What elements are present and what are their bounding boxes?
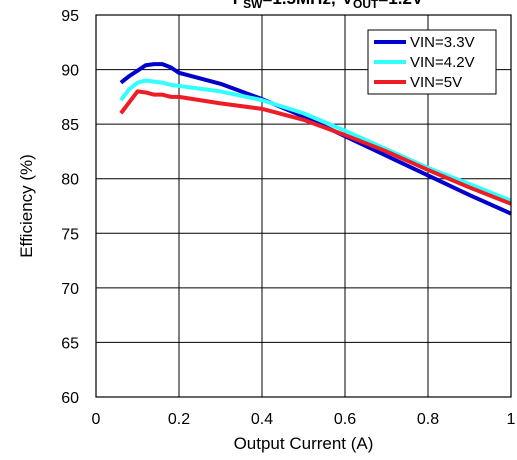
y-tick-labels: 60 65 70 75 80 85 90 95 [61, 8, 79, 407]
y-tick-label: 70 [61, 281, 79, 298]
y-tick-label: 90 [61, 63, 79, 80]
y-tick-label: 85 [61, 117, 79, 134]
x-tick-label: 0.4 [251, 411, 273, 428]
series-line [119, 62, 512, 216]
x-tick-label: 1 [507, 411, 516, 428]
legend-label: VIN=4.2V [410, 54, 475, 71]
x-tick-labels: 0 0.2 0.4 0.6 0.8 1 [92, 411, 516, 428]
legend: VIN=3.3V VIN=4.2V VIN=5V [367, 29, 497, 95]
series-lines [119, 62, 512, 216]
x-tick-label: 0.2 [168, 411, 190, 428]
title-v-value: =1.2V [378, 0, 424, 8]
x-tick-label: 0.8 [417, 411, 439, 428]
legend-entries: VIN=3.3V VIN=4.2V VIN=5V [374, 34, 475, 91]
y-tick-label: 80 [61, 172, 79, 189]
x-axis-label: Output Current (A) [234, 434, 374, 453]
title-v: V [342, 0, 354, 8]
chart-title: FSW=1.5MHz, VOUT=1.2V [233, 0, 424, 11]
legend-label: VIN=5V [410, 74, 462, 91]
x-tick-label: 0.6 [334, 411, 356, 428]
y-tick-label: 95 [61, 8, 79, 25]
title-f-subscript: SW [243, 0, 263, 11]
title-f-value: =1.5MHz, [262, 0, 335, 8]
title-f: F [233, 0, 243, 8]
plot-frame [95, 14, 512, 398]
series-line [119, 89, 512, 206]
y-axis-label: Efficiency (%) [17, 154, 36, 258]
legend-label: VIN=3.3V [410, 34, 475, 51]
y-tick-label: 65 [61, 335, 79, 352]
x-tick-label: 0 [92, 411, 101, 428]
title-v-subscript: OUT [353, 0, 379, 11]
y-tick-label: 75 [61, 226, 79, 243]
y-tick-label: 60 [61, 390, 79, 407]
